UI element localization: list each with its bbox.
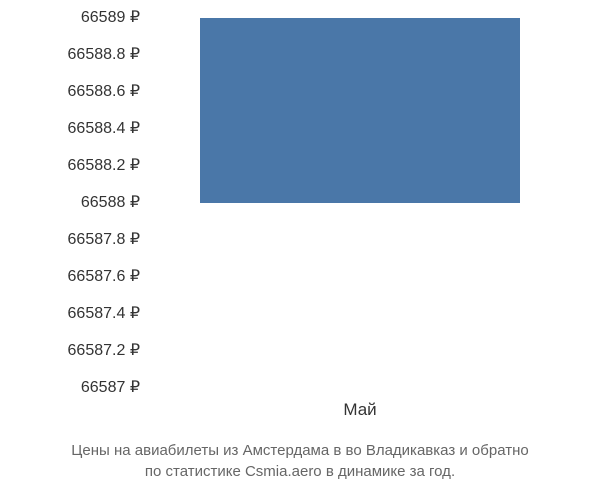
- caption-line2: по статистике Csmia.aero в динамике за г…: [145, 463, 455, 480]
- plot-area: Май: [155, 18, 565, 388]
- y-tick-label: 66588.8 ₽: [68, 47, 150, 63]
- y-tick-label: 66588.6 ₽: [68, 84, 150, 100]
- x-category-label: Май: [343, 400, 376, 420]
- chart-container: 66589 ₽ 66588.8 ₽ 66588.6 ₽ 66588.4 ₽ 66588.…: [0, 0, 600, 500]
- y-tick-label: 66587.6 ₽: [68, 269, 150, 285]
- y-tick-label: 66588 ₽: [81, 195, 150, 211]
- y-tick-label: 66588.2 ₽: [68, 158, 150, 174]
- y-tick-label: 66587.4 ₽: [68, 306, 150, 322]
- caption-line1: Цены на авиабилеты из Амстердама в во Вл…: [71, 442, 528, 459]
- y-tick-label: 66587 ₽: [81, 380, 150, 396]
- y-tick-label: 66589 ₽: [81, 10, 150, 26]
- chart-caption: Цены на авиабилеты из Амстердама в во Вл…: [0, 440, 600, 482]
- y-tick-label: 66587.8 ₽: [68, 232, 150, 248]
- y-tick-label: 66587.2 ₽: [68, 343, 150, 359]
- y-tick-label: 66588.4 ₽: [68, 121, 150, 137]
- bar: [200, 18, 520, 203]
